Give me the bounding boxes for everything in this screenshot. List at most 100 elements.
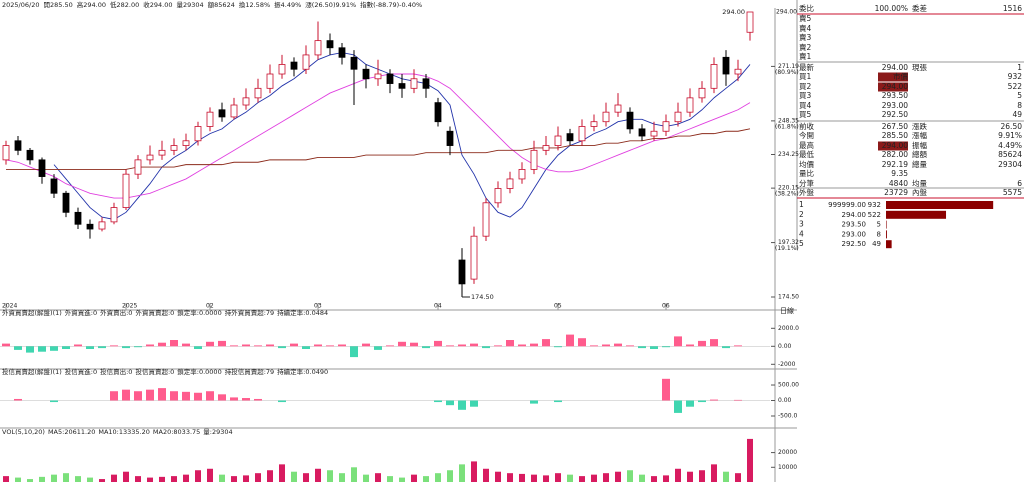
book-cell: 均量 bbox=[912, 178, 927, 188]
volume-bar bbox=[15, 477, 21, 482]
bar bbox=[674, 336, 682, 347]
volume-bar bbox=[675, 468, 681, 482]
panel-title: VOL(5,10,20) bbox=[2, 428, 45, 436]
bar bbox=[230, 397, 238, 401]
panel-title: 投信買賣超:0 bbox=[135, 367, 174, 376]
header-info: 額85624 bbox=[208, 0, 235, 9]
y-tick-label: 234.25 bbox=[778, 151, 799, 158]
book-cell: 賣1 bbox=[799, 51, 811, 61]
panel-title: 持續定率:0.0490 bbox=[277, 367, 328, 376]
panel-title: 投信買進:0 bbox=[65, 367, 97, 376]
volume-bar bbox=[267, 470, 273, 482]
bar bbox=[506, 340, 514, 347]
book-cell: 振幅 bbox=[912, 140, 927, 150]
book-cell: 賣5 bbox=[799, 13, 811, 23]
candle-body bbox=[710, 64, 718, 89]
book-cell: 賣4 bbox=[799, 23, 811, 33]
header-info: 2025/06/20 bbox=[2, 1, 39, 9]
book-cell: 9.35 bbox=[891, 169, 908, 178]
bar bbox=[170, 340, 178, 347]
volume-bar bbox=[399, 477, 405, 482]
y-tick-label: 2000.0 bbox=[778, 325, 799, 332]
book-cell: 量比 bbox=[799, 168, 814, 178]
bar bbox=[398, 341, 406, 347]
volume-bar bbox=[519, 473, 525, 482]
candle-body bbox=[566, 133, 574, 142]
candle-body bbox=[242, 97, 250, 106]
bar bbox=[374, 346, 382, 350]
bar bbox=[134, 346, 142, 348]
bar bbox=[170, 391, 178, 401]
candle-body bbox=[686, 97, 694, 113]
bar bbox=[638, 346, 646, 349]
candle-body bbox=[122, 173, 130, 208]
book-cell: 總額 bbox=[912, 149, 927, 159]
panel-title: 外資買進:0 bbox=[65, 308, 97, 317]
cell-highlight bbox=[878, 141, 908, 151]
bar bbox=[122, 346, 130, 349]
bar bbox=[410, 342, 418, 347]
bar bbox=[494, 345, 502, 347]
candle-body bbox=[362, 68, 370, 80]
book-cell: 1 bbox=[1017, 63, 1022, 72]
bar bbox=[590, 345, 598, 347]
volume-bar bbox=[663, 475, 669, 482]
volume-bar bbox=[195, 470, 201, 482]
bar bbox=[518, 344, 526, 347]
volume-bar bbox=[351, 467, 357, 482]
volume-bar bbox=[75, 476, 81, 482]
volume-bar bbox=[747, 438, 753, 482]
book-cell: 293.00 bbox=[882, 101, 908, 110]
depth-level: 4 bbox=[799, 229, 804, 238]
book-cell: 4.49% bbox=[998, 141, 1022, 150]
book-cell: 今開 bbox=[799, 130, 814, 140]
bar bbox=[722, 346, 730, 349]
book-cell: 委差 bbox=[912, 3, 927, 13]
bar bbox=[530, 343, 538, 347]
bar bbox=[446, 345, 454, 347]
y-tick-label: 197.32 bbox=[778, 239, 799, 246]
book-cell: 漲跌 bbox=[912, 121, 927, 131]
volume-bar bbox=[735, 473, 741, 482]
bar bbox=[38, 346, 46, 352]
x-tick-label: 03 bbox=[314, 303, 322, 310]
candle-body bbox=[170, 145, 178, 151]
bar bbox=[470, 400, 478, 407]
volume-bar bbox=[435, 473, 441, 482]
bar bbox=[206, 391, 214, 401]
candle-body bbox=[98, 221, 106, 230]
volume-bar bbox=[183, 474, 189, 482]
candle-body bbox=[266, 73, 274, 89]
book-cell: 6 bbox=[1017, 179, 1022, 188]
volume-bar bbox=[387, 476, 393, 482]
book-cell: 5575 bbox=[1003, 188, 1022, 197]
depth-bar bbox=[886, 220, 887, 229]
bar bbox=[710, 339, 718, 347]
bar bbox=[50, 346, 58, 351]
depth-bar bbox=[886, 210, 947, 219]
bar bbox=[278, 400, 286, 403]
bar bbox=[314, 344, 322, 347]
depth-bar bbox=[886, 240, 892, 249]
y-pct-label: (19.1%) bbox=[775, 245, 799, 252]
book-cell: 26.50 bbox=[1001, 122, 1023, 131]
bar bbox=[14, 346, 22, 350]
depth-price: 294.00 bbox=[842, 211, 867, 219]
bar bbox=[146, 389, 154, 401]
candle-body bbox=[662, 121, 670, 132]
book-cell: 282.00 bbox=[882, 150, 908, 159]
candle-body bbox=[314, 40, 322, 56]
depth-level: 2 bbox=[799, 210, 804, 219]
book-cell: 49 bbox=[1012, 110, 1022, 119]
volume-bar bbox=[111, 474, 117, 482]
panel-title: 投信賣出:0 bbox=[100, 367, 132, 376]
book-cell: 買1 bbox=[799, 72, 811, 81]
book-cell: 23729 bbox=[884, 188, 908, 197]
depth-level: 1 bbox=[799, 200, 804, 209]
book-cell: 85624 bbox=[998, 150, 1022, 159]
y-tick-label: -500.0 bbox=[778, 413, 798, 420]
y-tick-label: 500.00 bbox=[778, 382, 799, 389]
volume-bar bbox=[687, 471, 693, 482]
bar bbox=[242, 344, 250, 347]
volume-bar bbox=[531, 474, 537, 482]
